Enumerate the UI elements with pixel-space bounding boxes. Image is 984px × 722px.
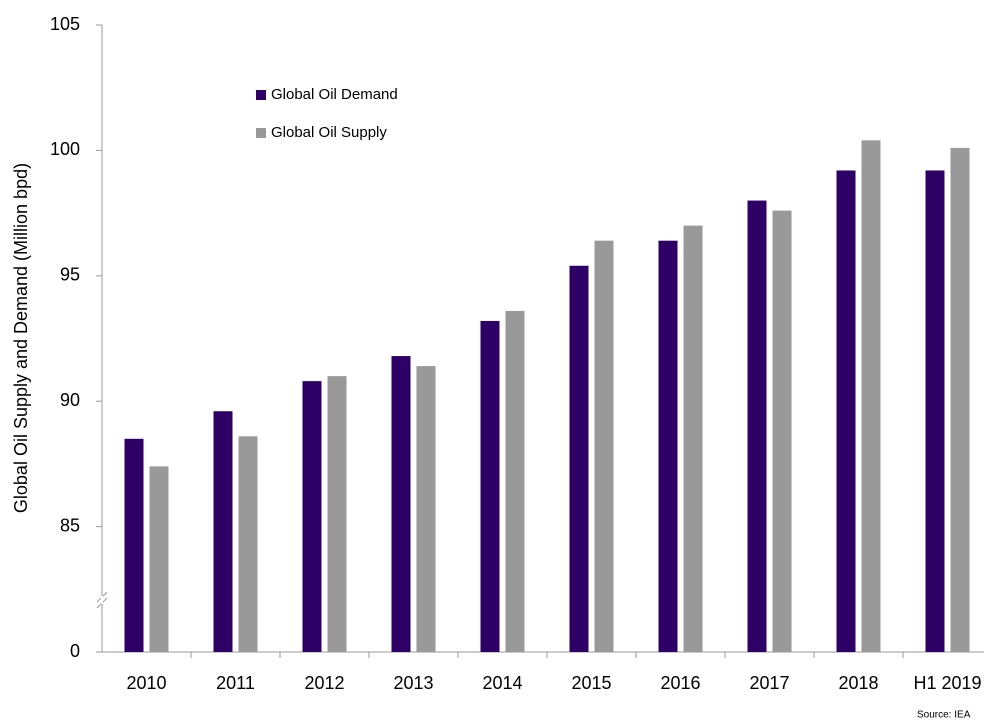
bar xyxy=(327,376,347,652)
bar xyxy=(302,381,322,652)
y-tick-label: 85 xyxy=(60,515,80,535)
y-tick-label: 95 xyxy=(60,265,80,285)
x-tick-label: 2018 xyxy=(838,673,878,693)
bar xyxy=(950,147,970,652)
x-tick-label: 2012 xyxy=(304,673,344,693)
bar xyxy=(238,436,258,652)
bar xyxy=(861,140,881,653)
bar xyxy=(658,240,678,653)
y-tick-label: 100 xyxy=(50,139,80,159)
bar xyxy=(505,310,525,652)
bar xyxy=(149,466,169,652)
x-tick-label: 2017 xyxy=(749,673,789,693)
y-tick-label: 0 xyxy=(70,641,80,661)
bar xyxy=(683,225,703,652)
y-axis-label: Global Oil Supply and Demand (Million bp… xyxy=(11,163,31,513)
x-tick-label: 2010 xyxy=(126,673,166,693)
legend-label: Global Oil Demand xyxy=(271,86,398,103)
x-tick-label: 2015 xyxy=(571,673,611,693)
bar xyxy=(569,265,589,652)
bar xyxy=(416,366,436,652)
bar xyxy=(124,438,144,652)
bar xyxy=(594,240,614,653)
bar xyxy=(480,320,500,652)
x-tick-label: 2013 xyxy=(393,673,433,693)
source-note: Source: IEA xyxy=(917,710,971,721)
bar xyxy=(772,210,792,653)
x-tick-label: H1 2019 xyxy=(913,673,981,693)
x-tick-label: 2011 xyxy=(216,673,255,693)
bar xyxy=(836,170,856,653)
x-tick-label: 2014 xyxy=(482,673,522,693)
bar xyxy=(925,170,945,653)
legend-swatch xyxy=(256,128,266,138)
legend-label: Global Oil Supply xyxy=(271,124,387,141)
bar xyxy=(213,411,233,652)
y-tick-label: 90 xyxy=(60,390,80,410)
y-tick-label: 105 xyxy=(50,14,80,34)
bar xyxy=(747,200,767,652)
legend-swatch xyxy=(256,90,266,100)
axis-break-gap xyxy=(101,596,103,604)
x-tick-label: 2016 xyxy=(660,673,700,693)
bar xyxy=(391,356,411,652)
